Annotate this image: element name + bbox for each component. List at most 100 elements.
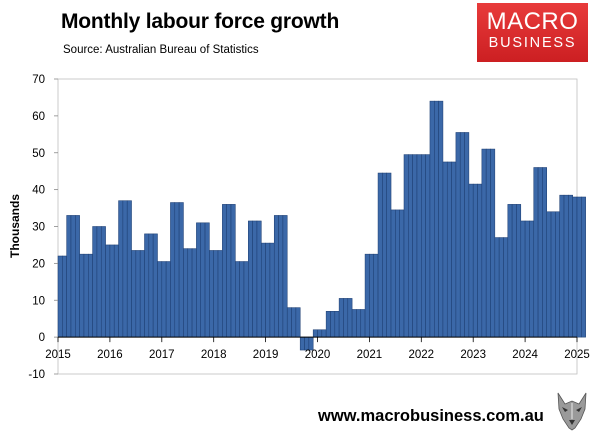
bar [529, 220, 535, 338]
bar [118, 200, 124, 338]
bar [408, 154, 413, 338]
bar [442, 161, 448, 338]
bar [455, 132, 461, 338]
footer-url[interactable]: www.macrobusiness.com.au [318, 407, 544, 425]
bar [377, 172, 383, 338]
bar [196, 222, 202, 338]
bar [79, 253, 85, 338]
bar [148, 233, 154, 338]
bar [317, 329, 323, 338]
bar [213, 250, 219, 338]
x-tick-label: 2018 [201, 349, 227, 361]
bar [459, 132, 465, 338]
bar [92, 226, 98, 338]
bar [338, 298, 344, 338]
bar [152, 233, 158, 338]
bar [546, 211, 552, 338]
bar [187, 248, 193, 338]
bar [568, 194, 573, 338]
bar [330, 311, 336, 338]
bar [581, 196, 586, 338]
chart-source: Source: Australian Bureau of Statistics [63, 44, 259, 56]
bar [533, 167, 539, 338]
bar [170, 202, 176, 338]
x-tick-label: 2022 [409, 349, 435, 361]
bar [390, 209, 396, 338]
x-tick-label: 2019 [253, 349, 279, 361]
bar [334, 311, 340, 338]
bar [144, 233, 150, 338]
bar [178, 202, 184, 338]
y-tick-label: 50 [32, 148, 45, 160]
bar [503, 237, 509, 338]
bar [321, 329, 327, 338]
bar [421, 154, 426, 338]
bar [382, 172, 387, 338]
y-tick-label: 30 [32, 222, 45, 234]
bar [304, 336, 310, 351]
bar [425, 154, 431, 338]
bar [468, 183, 474, 338]
bar [485, 148, 491, 338]
bar [122, 200, 128, 338]
bar [230, 204, 236, 338]
bar [524, 220, 530, 338]
bar [498, 237, 504, 338]
bar [403, 154, 409, 338]
bar [161, 261, 167, 338]
bar [286, 307, 292, 338]
x-tick-label: 2017 [149, 349, 175, 361]
bar [351, 309, 357, 338]
bar [243, 261, 249, 338]
bar [490, 148, 496, 338]
bar [472, 183, 478, 338]
bar [295, 307, 301, 338]
bar [364, 253, 370, 338]
bar [183, 248, 189, 338]
bar [217, 250, 223, 338]
y-tick-label: 0 [39, 332, 45, 344]
bar [222, 204, 227, 338]
x-tick-label: 2023 [460, 349, 486, 361]
bar [252, 220, 258, 338]
x-axis-ticks: 2015 2016 2017 2018 2019 2020 2021 2022 2023 2024… [45, 337, 590, 361]
bar [399, 209, 405, 338]
bar [248, 220, 253, 338]
bar [511, 204, 517, 338]
bar [572, 196, 578, 338]
bar [369, 253, 375, 338]
bar [555, 211, 560, 338]
bar [395, 209, 400, 338]
bar [429, 100, 435, 338]
bar [256, 220, 262, 338]
bar [412, 154, 418, 338]
bar [100, 226, 106, 338]
bar [70, 215, 76, 338]
bar [83, 253, 89, 338]
bar [308, 336, 314, 351]
bar [200, 222, 206, 338]
wolf-icon [552, 389, 592, 431]
bar [226, 204, 232, 338]
bar [451, 161, 457, 338]
macrobusiness-logo[interactable]: MACRO BUSINESS [477, 3, 588, 62]
logo-line-business: BUSINESS [488, 35, 577, 51]
bar [438, 100, 444, 338]
bars-group [57, 100, 586, 351]
chart-title: Monthly labour force growth [61, 10, 340, 33]
bar [75, 215, 80, 338]
bar [373, 253, 379, 338]
bar [88, 253, 93, 338]
bar [520, 220, 526, 338]
bar [434, 100, 439, 338]
y-tick-label: -10 [28, 369, 45, 381]
bar [325, 311, 331, 338]
bar [282, 215, 288, 338]
x-tick-label: 2025 [564, 349, 590, 361]
bar [157, 261, 163, 338]
bar [204, 222, 210, 338]
bar [57, 255, 63, 338]
bar [343, 298, 349, 338]
bar [516, 204, 522, 338]
